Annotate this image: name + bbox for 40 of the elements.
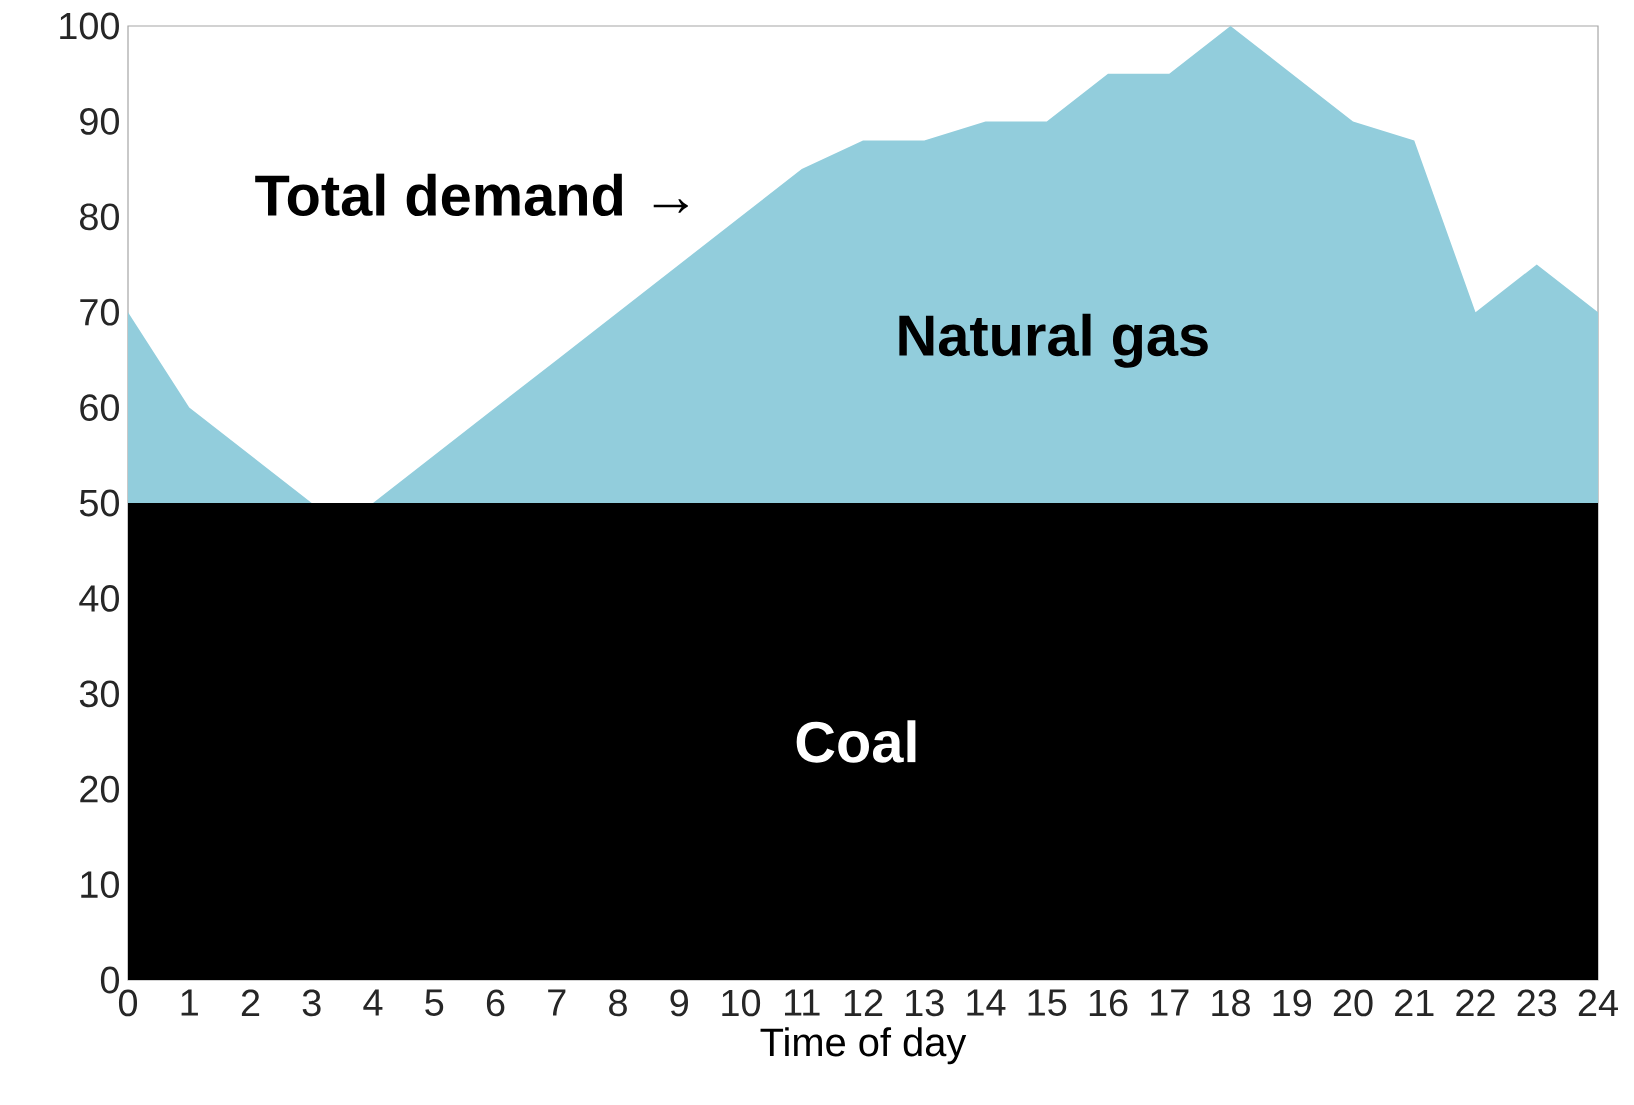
y-tick-label: 80 <box>80 203 119 231</box>
y-tick-label: 0 <box>100 966 119 994</box>
x-tick-label: 11 <box>784 989 820 1016</box>
x-axis-title: Time of day <box>760 1027 967 1065</box>
series-label: Coal <box>796 720 916 763</box>
x-tick-label: 8 <box>609 989 627 1017</box>
x-tick-label: 20 <box>1333 989 1373 1017</box>
y-tick-label: 40 <box>79 584 119 612</box>
x-tick-label: 18 <box>1212 989 1250 1017</box>
x-tick-label: 13 <box>906 989 944 1017</box>
x-tick-label: 15 <box>1028 989 1067 1016</box>
x-tick-label: 0 <box>118 989 138 1017</box>
x-tick-label: 4 <box>363 989 383 1016</box>
x-tick-label: 7 <box>548 989 566 1016</box>
series-label: Natural gas <box>899 313 1208 368</box>
x-tick-label: 3 <box>302 989 321 1017</box>
x-tick-label: 6 <box>486 989 505 1017</box>
x-tick-label: 14 <box>967 989 1006 1016</box>
x-tick-label: 10 <box>722 989 761 1017</box>
y-tick-label: 20 <box>80 775 119 803</box>
y-tick-label: 100 <box>60 12 119 40</box>
x-tick-label: 5 <box>425 989 444 1016</box>
y-tick-label: 50 <box>79 489 119 517</box>
x-tick-label: 16 <box>1089 989 1128 1017</box>
annotation: Total demand → <box>255 173 688 217</box>
x-tick-label: 1 <box>181 989 198 1016</box>
y-tick-label: 90 <box>80 107 119 135</box>
x-tick-label: 22 <box>1456 989 1495 1016</box>
x-tick-label: 24 <box>1578 989 1618 1016</box>
x-tick-label: 12 <box>844 989 883 1016</box>
x-tick-label: 2 <box>241 989 260 1016</box>
y-tick-label: 10 <box>81 871 119 899</box>
y-tick-label: 60 <box>80 394 119 421</box>
x-tick-label: 19 <box>1273 989 1312 1017</box>
x-tick-label: 23 <box>1517 989 1557 1017</box>
y-tick-label: 30 <box>79 680 119 708</box>
y-tick-label: 70 <box>80 298 119 326</box>
x-tick-label: 21 <box>1395 989 1434 1016</box>
x-tick-label: 9 <box>670 989 688 1017</box>
x-tick-label: 17 <box>1151 989 1189 1016</box>
